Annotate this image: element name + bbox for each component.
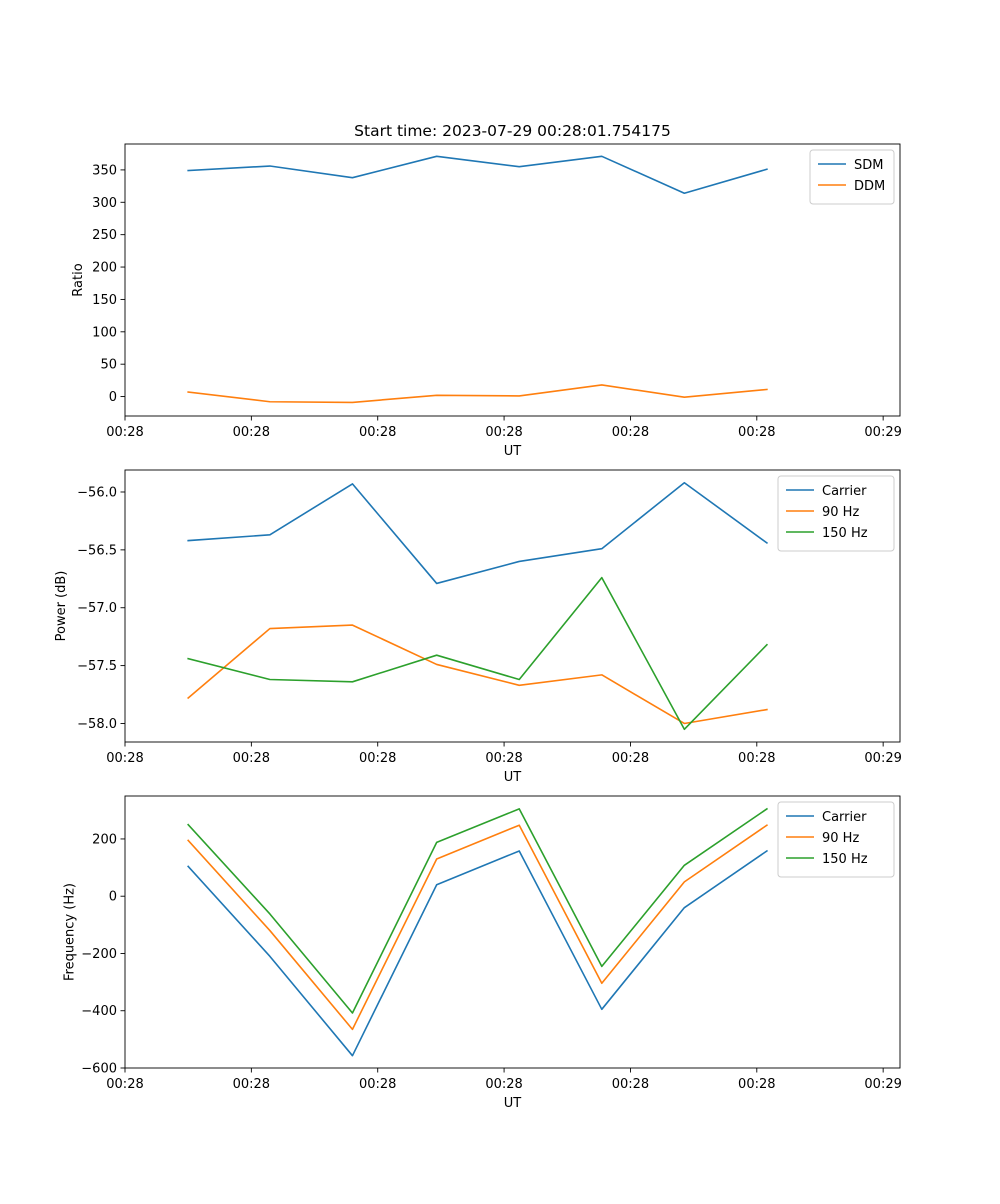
legend: Carrier 90 Hz 150 Hz bbox=[777, 801, 895, 878]
x-tick-label: 00:28 bbox=[359, 1077, 396, 1092]
series-line-90-hz bbox=[187, 624, 768, 725]
x-axis-label: UT bbox=[504, 770, 522, 785]
y-tick-label: −57.0 bbox=[77, 601, 117, 616]
chart-title: Start time: 2023-07-29 00:28:01.754175 bbox=[354, 122, 671, 140]
y-tick-label: 300 bbox=[92, 196, 117, 211]
legend: SDM DDM bbox=[809, 149, 895, 205]
x-tick-label: 00:28 bbox=[612, 751, 649, 766]
chart-panel-3: 00:28 00:28 00:28 00:28 00:28 00:28 00:29 −600 −… bbox=[62, 795, 902, 1111]
legend-label: 90 Hz bbox=[822, 505, 859, 520]
legend-label: 90 Hz bbox=[822, 831, 859, 846]
y-tick-label: −56.0 bbox=[77, 485, 117, 500]
series-line-150-hz bbox=[187, 576, 769, 731]
x-tick-label: 00:28 bbox=[485, 1077, 522, 1092]
x-tick-label: 00:28 bbox=[233, 1077, 270, 1092]
y-tick-label: 250 bbox=[92, 228, 117, 243]
series-line-90-hz bbox=[187, 824, 769, 1031]
y-tick-label: −600 bbox=[81, 1062, 117, 1077]
y-tick-label: 150 bbox=[92, 293, 117, 308]
axes-frame bbox=[124, 795, 901, 1069]
x-tick-label: 00:28 bbox=[485, 751, 522, 766]
y-tick-label: 0 bbox=[109, 890, 117, 905]
y-axis-label: Ratio bbox=[71, 263, 86, 296]
x-tick-label: 00:28 bbox=[359, 425, 396, 440]
y-tick-label: 350 bbox=[92, 163, 117, 178]
y-axis-label: Power (dB) bbox=[54, 571, 69, 642]
legend-label: Carrier bbox=[822, 810, 867, 825]
x-tick-label: 00:29 bbox=[864, 1077, 901, 1092]
y-tick-label: 50 bbox=[100, 358, 117, 373]
series-line-ddm bbox=[187, 384, 768, 404]
y-tick-label: −57.5 bbox=[77, 659, 117, 674]
x-axis-label: UT bbox=[504, 444, 522, 459]
legend-label: 150 Hz bbox=[822, 852, 868, 867]
legend-label: 150 Hz bbox=[822, 526, 868, 541]
x-tick-label: 00:28 bbox=[485, 425, 522, 440]
y-tick-label: 200 bbox=[92, 261, 117, 276]
legend-label: DDM bbox=[854, 179, 885, 194]
y-tick-label: −200 bbox=[81, 947, 117, 962]
x-tick-label: 00:28 bbox=[106, 1077, 143, 1092]
x-tick-label: 00:28 bbox=[359, 751, 396, 766]
y-tick-label: −400 bbox=[81, 1004, 117, 1019]
x-tick-label: 00:29 bbox=[864, 425, 901, 440]
x-tick-label: 00:28 bbox=[738, 1077, 775, 1092]
chart-panel-1: 00:28 00:28 00:28 00:28 00:28 00:28 00:29 0 50 10… bbox=[71, 122, 902, 459]
legend: Carrier 90 Hz 150 Hz bbox=[777, 475, 895, 552]
series-line-sdm bbox=[187, 155, 768, 195]
y-tick-label: 0 bbox=[109, 390, 117, 405]
series-line-carrier bbox=[187, 481, 769, 585]
legend-label: SDM bbox=[854, 158, 883, 173]
chart-panel-2: 00:28 00:28 00:28 00:28 00:28 00:28 00:29 −58.0… bbox=[54, 469, 902, 785]
x-tick-label: 00:28 bbox=[612, 425, 649, 440]
y-axis-label: Frequency (Hz) bbox=[62, 883, 77, 981]
y-tick-label: 100 bbox=[92, 325, 117, 340]
series-line-150-hz bbox=[187, 807, 769, 1014]
x-tick-label: 00:28 bbox=[612, 1077, 649, 1092]
x-tick-label: 00:28 bbox=[106, 425, 143, 440]
x-tick-label: 00:28 bbox=[233, 751, 270, 766]
axes-frame bbox=[124, 469, 901, 743]
x-tick-label: 00:29 bbox=[864, 751, 901, 766]
x-axis-label: UT bbox=[504, 1096, 522, 1111]
x-tick-label: 00:28 bbox=[738, 425, 775, 440]
x-tick-label: 00:28 bbox=[738, 751, 775, 766]
axes-frame bbox=[124, 143, 901, 417]
series-line-carrier bbox=[187, 849, 769, 1057]
legend-label: Carrier bbox=[822, 484, 867, 499]
y-tick-label: −56.5 bbox=[77, 543, 117, 558]
y-tick-label: −58.0 bbox=[77, 717, 117, 732]
x-tick-label: 00:28 bbox=[106, 751, 143, 766]
x-tick-label: 00:28 bbox=[233, 425, 270, 440]
y-tick-label: 200 bbox=[92, 832, 117, 847]
